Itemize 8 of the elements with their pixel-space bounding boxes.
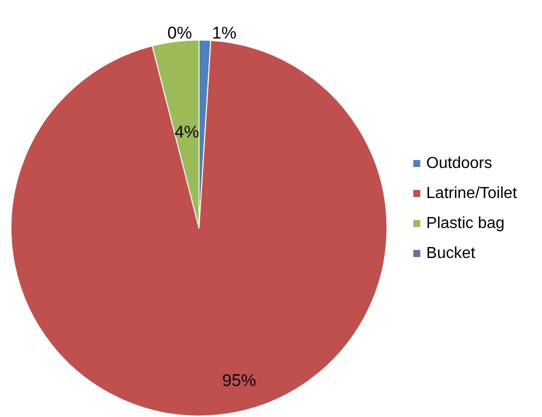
data-label: 4%	[174, 122, 200, 142]
legend-label: Plastic bag	[426, 215, 505, 232]
data-label: 1%	[212, 24, 237, 43]
legend-label: Bucket	[426, 245, 476, 262]
legend-label: Latrine/Toilet	[426, 185, 518, 202]
text: 0%	[167, 24, 192, 42]
data-label: 95%	[222, 371, 256, 390]
legend-label: Outdoors	[426, 155, 492, 172]
